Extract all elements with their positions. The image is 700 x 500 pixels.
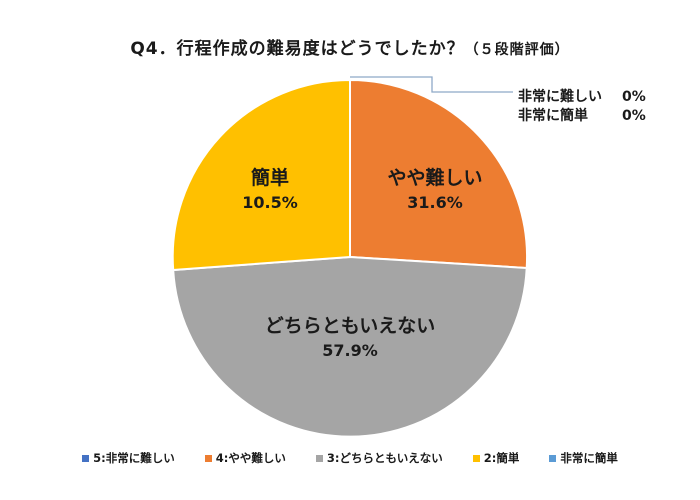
- label-dochira-pct: 57.9%: [322, 340, 378, 360]
- label-yaya-name: やや難しい: [387, 167, 483, 189]
- legend-item[interactable]: 5:非常に難しい: [82, 450, 175, 466]
- slice-yaya-muzukashii[interactable]: [349, 78, 529, 270]
- legend-item[interactable]: 4:やや難しい: [204, 450, 286, 466]
- leader-line: [350, 76, 513, 93]
- label-kantan-name: 簡単: [250, 167, 289, 189]
- label-kantan: 簡単 10.5%: [210, 166, 330, 213]
- chart-title-main: Q4．行程作成の難易度はどうでしたか？: [130, 39, 465, 59]
- legend-swatch-icon: [472, 454, 480, 462]
- chart-title: Q4．行程作成の難易度はどうでしたか？（５段階評価）: [0, 34, 700, 59]
- label-dochira: どちらともいえない 57.9%: [230, 314, 470, 361]
- label-dochira-name: どちらともいえない: [264, 315, 436, 337]
- zero-label-hijou-kantan: 非常に簡単 0%: [518, 108, 646, 124]
- legend-swatch-icon: [315, 454, 323, 462]
- slice-kantan[interactable]: [171, 78, 351, 272]
- label-yaya: やや難しい 31.6%: [360, 166, 510, 213]
- legend-swatch-icon: [549, 454, 557, 462]
- legend-swatch-icon: [82, 454, 90, 462]
- legend-item[interactable]: 3:どちらともいえない: [315, 450, 443, 466]
- legend: 5:非常に難しい 4:やや難しい 3:どちらともいえない 2:簡単 非常に簡単: [0, 450, 700, 466]
- legend-item[interactable]: 2:簡単: [472, 450, 519, 466]
- label-kantan-pct: 10.5%: [242, 192, 298, 212]
- slice-dochira-tomo-ienai[interactable]: [172, 255, 528, 438]
- zero-labels: 非常に難しい 0% 非常に簡単 0%: [518, 88, 646, 126]
- legend-swatch-icon: [204, 454, 212, 462]
- label-yaya-pct: 31.6%: [407, 192, 463, 212]
- zero-label-hijou-muzukashii: 非常に難しい 0%: [518, 89, 646, 105]
- chart-title-sub: （５段階評価）: [464, 42, 570, 58]
- legend-item[interactable]: 非常に簡単: [549, 450, 618, 466]
